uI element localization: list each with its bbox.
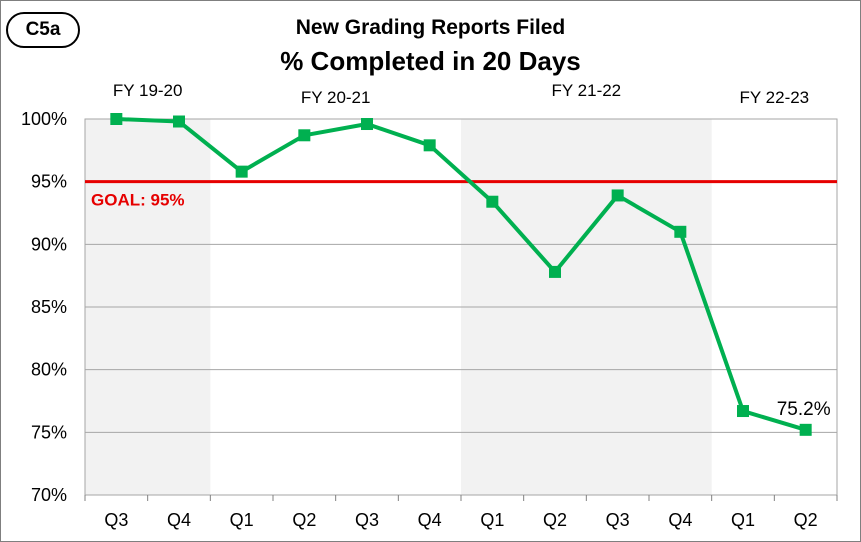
chart-title: New Grading Reports Filed — [295, 16, 566, 39]
data-point-10 — [737, 405, 749, 418]
x-tick-label-5: Q4 — [418, 510, 442, 530]
x-tick-label-2: Q1 — [230, 510, 254, 530]
y-tick-label-2: 80% — [31, 360, 67, 380]
y-tick-label-4: 90% — [31, 234, 67, 254]
chart-subtitle: % Completed in 20 Days — [280, 46, 581, 76]
x-tick-label-0: Q3 — [104, 510, 128, 530]
data-point-8 — [611, 189, 624, 202]
fy-label-0: FY 19-20 — [113, 81, 183, 100]
y-tick-label-1: 75% — [31, 422, 67, 442]
fy-label-1: FY 20-21 — [301, 88, 371, 107]
x-tick-label-7: Q2 — [543, 510, 567, 530]
data-point-11 — [799, 423, 812, 436]
goal-label: GOAL: 95% — [91, 191, 185, 210]
x-tick-label-8: Q3 — [606, 510, 630, 530]
x-tick-label-4: Q3 — [355, 510, 379, 530]
data-point-4 — [361, 118, 373, 131]
data-point-3 — [298, 129, 311, 142]
data-point-6 — [486, 195, 499, 208]
data-label: 75.2% — [777, 399, 831, 420]
x-tick-label-1: Q4 — [167, 510, 191, 530]
x-tick-label-6: Q1 — [480, 510, 504, 530]
data-point-5 — [423, 139, 436, 152]
data-point-2 — [235, 165, 248, 178]
data-point-0 — [110, 113, 123, 125]
fy-label-2: FY 21-22 — [552, 81, 622, 100]
y-tick-label-0: 70% — [31, 485, 67, 505]
data-point-9 — [674, 225, 687, 238]
x-tick-label-10: Q1 — [731, 510, 755, 530]
x-tick-label-11: Q2 — [794, 510, 818, 530]
data-point-7 — [549, 265, 561, 278]
series-line-0 — [116, 117, 807, 432]
fy-label-3: FY 22-23 — [740, 88, 810, 107]
chart-id-badge: C5a — [6, 12, 80, 48]
y-tick-label-3: 85% — [31, 297, 67, 317]
y-tick-label-6: 100% — [21, 109, 67, 129]
x-tick-label-3: Q2 — [292, 510, 316, 530]
x-tick-label-9: Q4 — [668, 510, 692, 530]
data-point-1 — [173, 115, 185, 128]
y-tick-label-5: 95% — [31, 172, 67, 192]
